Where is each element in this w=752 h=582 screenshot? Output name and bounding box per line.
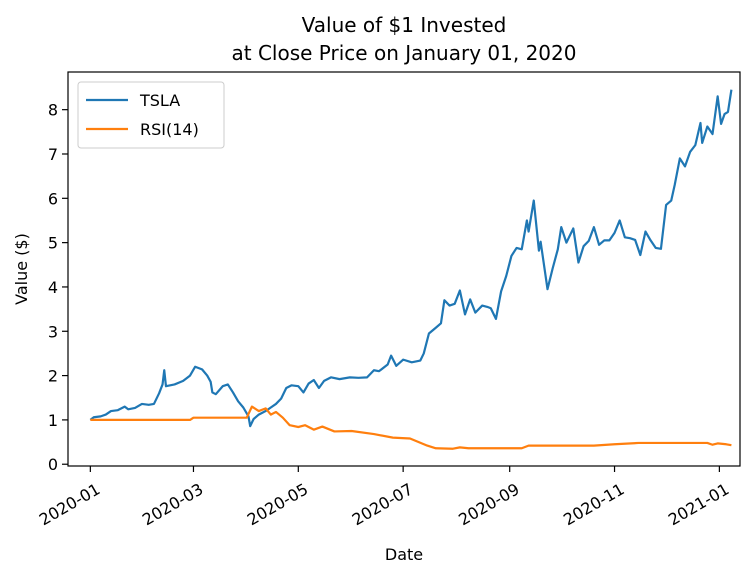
chart-title-line2: at Close Price on January 01, 2020 [232, 41, 577, 65]
chart-title-line1: Value of $1 Invested [302, 13, 507, 37]
y-tick-label: 5 [48, 234, 58, 253]
x-axis-label: Date [385, 545, 423, 564]
series-line-tsla [89, 89, 733, 428]
y-tick-label: 7 [48, 145, 58, 164]
series-line-rsi14 [90, 405, 732, 450]
y-tick-label: 0 [48, 455, 58, 474]
y-tick-label: 1 [48, 411, 58, 430]
y-axis-label: Value ($) [12, 233, 31, 305]
y-tick-label: 4 [48, 278, 58, 297]
legend: TSLA RSI(14) [77, 81, 225, 149]
plot-area [89, 89, 733, 450]
legend-entry-label: TSLA [139, 91, 180, 110]
y-tick-label: 6 [48, 189, 58, 208]
axes-frame [67, 71, 741, 467]
y-tick-label: 2 [48, 367, 58, 386]
y-tick-label: 3 [48, 322, 58, 341]
y-tick-label: 8 [48, 101, 58, 120]
legend-box [77, 81, 225, 149]
legend-entry-label: RSI(14) [140, 120, 199, 139]
